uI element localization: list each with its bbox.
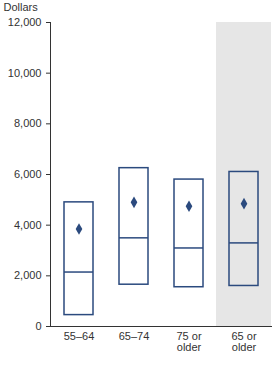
svg-text:75 orolder: 75 orolder	[176, 330, 201, 353]
svg-text:65–74: 65–74	[119, 330, 150, 342]
svg-text:0: 0	[35, 320, 41, 332]
svg-text:2,000: 2,000	[14, 269, 42, 281]
svg-text:10,000: 10,000	[8, 67, 42, 79]
svg-text:8,000: 8,000	[14, 117, 42, 129]
svg-text:6,000: 6,000	[14, 168, 42, 180]
svg-text:55–64: 55–64	[64, 330, 95, 342]
svg-text:4,000: 4,000	[14, 219, 42, 231]
svg-text:65 orolder: 65 orolder	[231, 330, 256, 353]
svg-text:Dollars: Dollars	[4, 1, 39, 13]
svg-text:12,000: 12,000	[8, 16, 42, 28]
